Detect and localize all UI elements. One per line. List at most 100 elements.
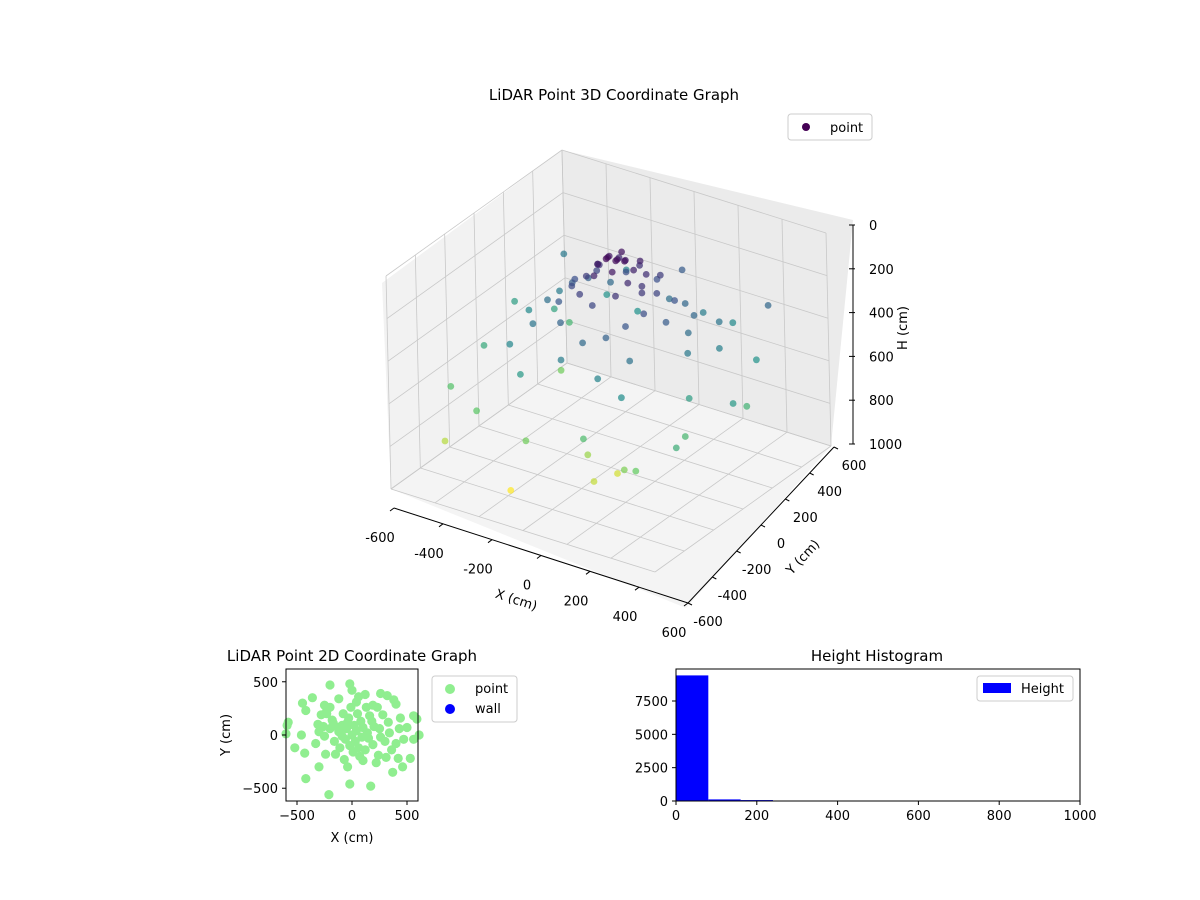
- y-tick-label-2d: −500: [242, 782, 278, 797]
- x-tick-label-3d: -600: [365, 531, 395, 546]
- grid-line: [444, 233, 451, 448]
- legend-2d-wall-marker: [445, 704, 455, 714]
- y-tick-label-histogram: 7500: [635, 695, 668, 710]
- y-axis-label-3d: Y (cm): [783, 537, 823, 579]
- data-point-3d: [640, 310, 648, 318]
- data-point-2d-point: [347, 730, 357, 740]
- data-point-2d-point: [296, 730, 306, 740]
- data-point-3d: [612, 292, 619, 300]
- legend-histogram-box: [976, 675, 1074, 702]
- data-point-2d-point: [352, 709, 363, 719]
- data-point-2d-point: [356, 716, 366, 726]
- data-point-3d: [594, 375, 602, 383]
- data-point-3d: [525, 306, 533, 314]
- data-point-2d-point: [339, 754, 349, 765]
- data-point-3d: [602, 334, 610, 342]
- data-point-3d: [684, 349, 692, 357]
- legend-histogram: Height: [976, 675, 1074, 702]
- y-tick-label-3d: -600: [693, 615, 723, 630]
- data-point-3d: [576, 290, 584, 298]
- z-tick-label-3d: 400: [869, 307, 894, 322]
- data-point-2d-point: [381, 752, 391, 763]
- data-point-3d: [507, 487, 515, 494]
- chart-2d: LiDAR Point 2D Coordinate Graph −500 0 500…: [219, 647, 518, 846]
- legend-3d-marker: [802, 123, 810, 131]
- data-point-2d-point: [372, 702, 382, 712]
- y-tick-3d: [785, 498, 790, 502]
- y-tick-3d: [809, 472, 814, 476]
- data-point-2d-point: [330, 749, 341, 759]
- data-point-3d: [622, 268, 630, 276]
- z-tick-label-3d: 1000: [869, 438, 902, 453]
- chart-histogram: Height Histogram 0 200 400 600 800 1000 0 2500 5…: [635, 647, 1097, 824]
- data-point-3d: [729, 319, 737, 327]
- data-point-3d: [681, 300, 689, 307]
- data-point-3d: [620, 466, 628, 474]
- legend-2d: point wall: [431, 675, 518, 723]
- legend-3d-box: [787, 113, 873, 141]
- x-tick-label-3d: 600: [662, 626, 687, 641]
- data-point-3d: [582, 272, 590, 280]
- data-point-3d: [634, 307, 641, 315]
- data-point-3d: [522, 437, 530, 445]
- data-point-3d: [588, 302, 596, 309]
- data-point-2d-point: [384, 728, 394, 738]
- grid-line: [385, 275, 392, 490]
- data-point-2d-point: [382, 691, 392, 701]
- data-point-3d: [678, 266, 686, 274]
- points-3d: [441, 248, 772, 494]
- x-tick-label-3d: 200: [564, 594, 589, 609]
- data-point-3d: [642, 271, 650, 278]
- data-point-2d-point: [349, 720, 359, 731]
- data-point-2d-point: [393, 753, 403, 764]
- data-point-2d-point: [368, 740, 378, 750]
- data-point-3d: [690, 312, 698, 319]
- y-axis-label-2d: Y (cm): [219, 714, 234, 757]
- data-point-3d: [653, 290, 661, 297]
- data-point-3d: [632, 467, 640, 475]
- legend-3d-label: point: [830, 121, 863, 136]
- x-tick-3d: [683, 602, 689, 607]
- y-tick-label-histogram: 5000: [635, 728, 668, 743]
- data-point-3d: [590, 272, 598, 280]
- data-point-2d-point: [321, 749, 331, 759]
- x-tick-3d: [634, 586, 640, 591]
- data-point-3d: [557, 366, 565, 374]
- grid-line: [532, 170, 539, 385]
- data-point-3d: [579, 339, 586, 347]
- data-point-3d: [480, 342, 488, 349]
- grid-line: [420, 467, 685, 552]
- data-point-3d: [662, 318, 670, 326]
- data-point-2d-point: [307, 693, 317, 703]
- data-point-2d-point: [367, 716, 377, 726]
- data-point-3d: [603, 291, 611, 298]
- data-point-3d: [681, 433, 689, 440]
- data-point-2d-point: [409, 711, 419, 721]
- chart-3d: LiDAR Point 3D Coordinate Graph -600 -400…: [365, 86, 911, 641]
- data-point-2d-point: [335, 743, 345, 753]
- data-point-2d-point: [337, 731, 347, 741]
- data-point-3d: [593, 267, 601, 274]
- data-point-3d: [580, 435, 587, 443]
- z-axis-label-3d: H (cm): [896, 306, 911, 350]
- grid-line: [385, 149, 563, 277]
- data-point-3d: [715, 318, 723, 326]
- data-point-3d: [511, 297, 518, 305]
- grid-line: [737, 205, 744, 419]
- data-point-2d-point: [343, 762, 353, 772]
- data-point-3d: [636, 257, 644, 265]
- legend-2d-wall-label: wall: [475, 702, 501, 717]
- data-point-2d-point: [314, 762, 324, 772]
- data-point-2d-point: [360, 689, 370, 700]
- grid-line: [649, 177, 656, 391]
- grid-line: [389, 320, 567, 447]
- y-tick-3d: [736, 550, 741, 554]
- z-tick-label-3d: 600: [869, 350, 894, 365]
- data-point-2d-point: [334, 694, 344, 704]
- data-point-2d-point: [357, 732, 367, 742]
- data-point-2d-point: [314, 727, 324, 737]
- data-point-3d: [608, 268, 616, 276]
- data-point-3d: [560, 250, 568, 258]
- grid-line: [561, 149, 827, 234]
- data-point-2d-point: [378, 710, 388, 720]
